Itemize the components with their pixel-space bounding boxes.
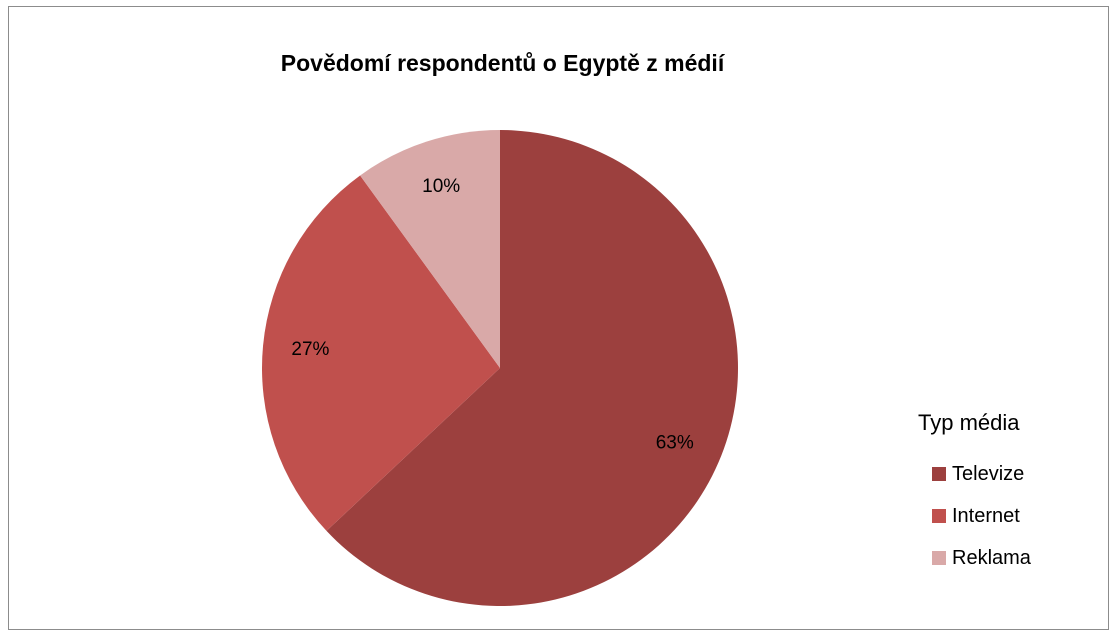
data-label-internet: 27%: [291, 339, 329, 360]
pie-slice-reklama: [360, 130, 500, 368]
legend-item-internet: Internet: [918, 504, 1098, 528]
legend-swatch-internet: [932, 509, 946, 523]
pie-slice-televize: [326, 130, 738, 606]
legend-swatch-televize: [932, 467, 946, 481]
data-label-reklama: 10%: [422, 176, 460, 197]
chart-title: Povědomí respondentů o Egyptě z médií: [280, 50, 725, 76]
legend-item-televize: Televize: [918, 462, 1098, 486]
pie-slice-internet: [261, 175, 500, 531]
legend-item-reklama: Reklama: [918, 546, 1098, 570]
legend-swatch-reklama: [932, 551, 946, 565]
legend-label-reklama: Reklama: [952, 546, 1031, 569]
legend-title: Typ média: [918, 410, 1020, 435]
legend-label-televize: Televize: [952, 462, 1025, 485]
legend: Typ média Televize Internet Reklama: [918, 410, 1098, 588]
data-label-televize: 63%: [656, 433, 694, 454]
legend-label-internet: Internet: [952, 504, 1020, 527]
